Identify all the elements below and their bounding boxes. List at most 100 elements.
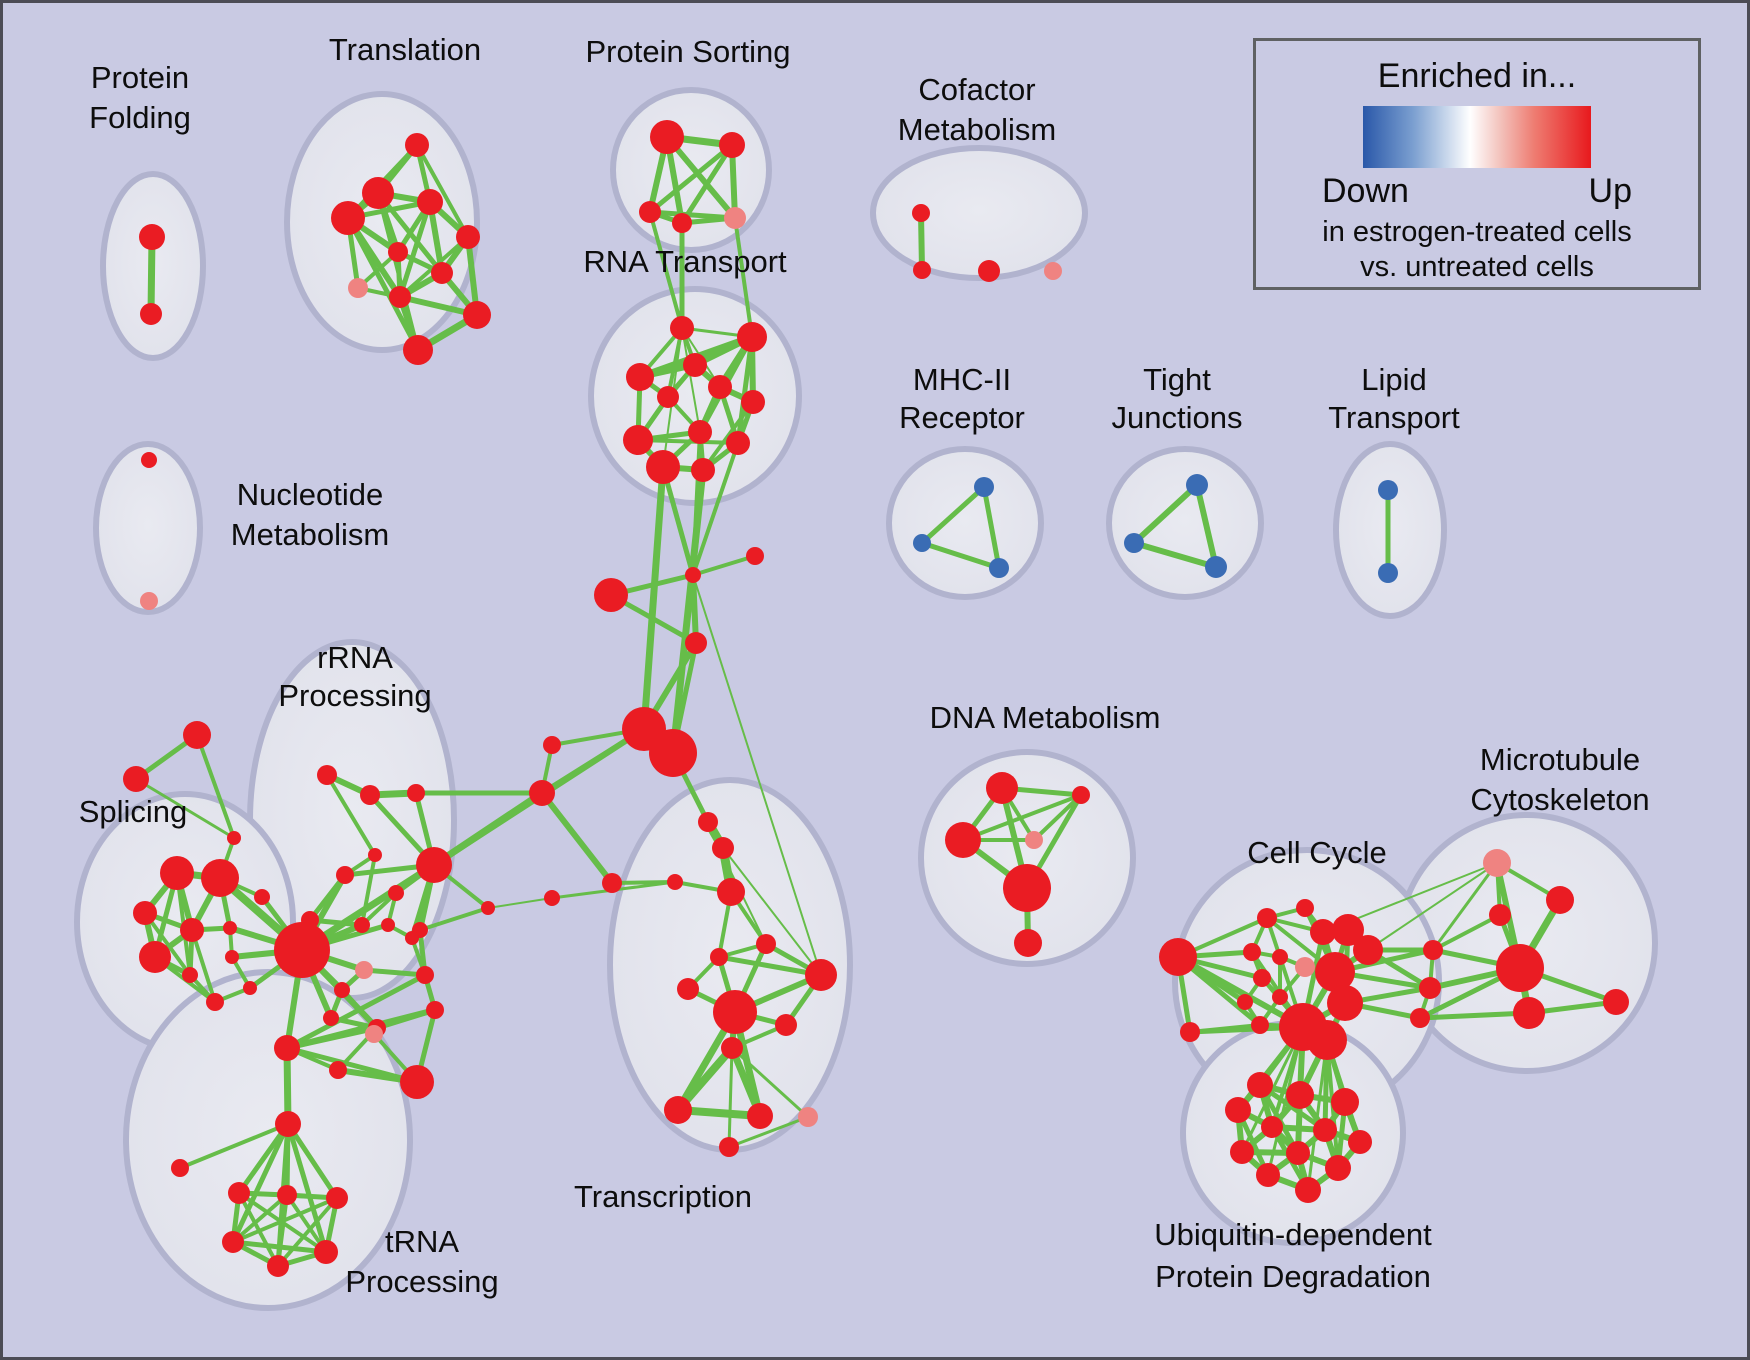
gene-set-node-mt5[interactable] bbox=[1513, 997, 1545, 1029]
gene-set-node-tr6[interactable] bbox=[544, 890, 560, 906]
gene-set-node-lt2[interactable] bbox=[1378, 563, 1398, 583]
gene-set-node-t3[interactable] bbox=[228, 1182, 250, 1204]
gene-set-node-tr3[interactable] bbox=[667, 874, 683, 890]
gene-set-node-rn7[interactable] bbox=[657, 386, 679, 408]
gene-set-node-d4[interactable] bbox=[1025, 831, 1043, 849]
gene-set-node-cf4[interactable] bbox=[1044, 262, 1062, 280]
gene-set-node-s3[interactable] bbox=[133, 901, 157, 925]
gene-set-node-c3[interactable] bbox=[746, 547, 764, 565]
gene-set-node-c4[interactable] bbox=[685, 632, 707, 654]
gene-set-node-tr16[interactable] bbox=[798, 1107, 818, 1127]
gene-set-node-tr1[interactable] bbox=[698, 812, 718, 832]
gene-set-node-s11[interactable] bbox=[243, 981, 257, 995]
gene-set-node-s10[interactable] bbox=[206, 993, 224, 1011]
gene-set-node-u12[interactable] bbox=[1295, 1177, 1321, 1203]
gene-set-node-rn3[interactable] bbox=[626, 363, 654, 391]
gene-set-node-cc7[interactable] bbox=[1353, 935, 1383, 965]
gene-set-node-t2[interactable] bbox=[171, 1159, 189, 1177]
gene-set-node-u1[interactable] bbox=[1247, 1072, 1273, 1098]
gene-set-node-s6[interactable] bbox=[139, 941, 171, 973]
gene-set-node-rn1[interactable] bbox=[670, 316, 694, 340]
gene-set-node-ps2[interactable] bbox=[719, 132, 745, 158]
gene-set-node-mt1[interactable] bbox=[1483, 849, 1511, 877]
gene-set-node-r23[interactable] bbox=[329, 1061, 347, 1079]
gene-set-node-s9[interactable] bbox=[254, 889, 270, 905]
gene-set-node-tl5[interactable] bbox=[456, 225, 480, 249]
gene-set-node-tr13[interactable] bbox=[721, 1037, 743, 1059]
gene-set-node-tl9[interactable] bbox=[389, 286, 411, 308]
gene-set-node-tl8[interactable] bbox=[348, 278, 368, 298]
gene-set-node-cf2[interactable] bbox=[913, 261, 931, 279]
gene-set-node-tr11[interactable] bbox=[713, 990, 757, 1034]
gene-set-node-r7[interactable] bbox=[368, 848, 382, 862]
gene-set-node-cc12[interactable] bbox=[1272, 989, 1288, 1005]
gene-set-node-tl4[interactable] bbox=[417, 189, 443, 215]
gene-set-node-tr14[interactable] bbox=[664, 1096, 692, 1124]
gene-set-node-r1[interactable] bbox=[317, 765, 337, 785]
gene-set-node-r13[interactable] bbox=[405, 931, 419, 945]
gene-set-node-r20[interactable] bbox=[481, 901, 495, 915]
gene-set-node-cc20[interactable] bbox=[1419, 977, 1441, 999]
gene-set-node-cc18[interactable] bbox=[1307, 1020, 1347, 1060]
gene-set-node-mt4[interactable] bbox=[1496, 944, 1544, 992]
gene-set-node-s2[interactable] bbox=[201, 859, 239, 897]
gene-set-node-r18[interactable] bbox=[323, 1010, 339, 1026]
gene-set-node-cc11[interactable] bbox=[1253, 969, 1271, 987]
gene-set-node-r14[interactable] bbox=[355, 961, 373, 979]
gene-set-node-r6[interactable] bbox=[388, 885, 404, 901]
gene-set-node-tj2[interactable] bbox=[1124, 533, 1144, 553]
gene-set-node-u3[interactable] bbox=[1331, 1088, 1359, 1116]
gene-set-node-cc10[interactable] bbox=[1295, 957, 1315, 977]
gene-set-node-tl7[interactable] bbox=[431, 262, 453, 284]
gene-set-node-d1[interactable] bbox=[986, 772, 1018, 804]
gene-set-node-nm2[interactable] bbox=[140, 592, 158, 610]
gene-set-node-u8[interactable] bbox=[1230, 1140, 1254, 1164]
gene-set-node-c1[interactable] bbox=[594, 578, 628, 612]
gene-set-node-mh3[interactable] bbox=[989, 558, 1009, 578]
gene-set-node-s8[interactable] bbox=[225, 950, 239, 964]
gene-set-node-u10[interactable] bbox=[1325, 1155, 1351, 1181]
gene-set-node-cc2[interactable] bbox=[1180, 1022, 1200, 1042]
gene-set-node-rn5[interactable] bbox=[708, 375, 732, 399]
gene-set-node-pf1[interactable] bbox=[139, 224, 165, 250]
gene-set-node-rn9[interactable] bbox=[688, 420, 712, 444]
gene-set-node-t4[interactable] bbox=[277, 1185, 297, 1205]
gene-set-node-r22[interactable] bbox=[400, 1065, 434, 1099]
gene-set-node-cc4[interactable] bbox=[1296, 899, 1314, 917]
gene-set-node-mt2[interactable] bbox=[1546, 886, 1574, 914]
gene-set-node-tr12[interactable] bbox=[775, 1014, 797, 1036]
gene-set-node-tj1[interactable] bbox=[1186, 474, 1208, 496]
gene-set-node-n2[interactable] bbox=[529, 780, 555, 806]
gene-set-node-n1[interactable] bbox=[543, 736, 561, 754]
gene-set-node-lt1[interactable] bbox=[1378, 480, 1398, 500]
gene-set-node-ps1[interactable] bbox=[650, 120, 684, 154]
gene-set-node-r10[interactable] bbox=[381, 918, 395, 932]
gene-set-node-u11[interactable] bbox=[1256, 1163, 1280, 1187]
gene-set-node-tl2[interactable] bbox=[362, 177, 394, 209]
gene-set-node-d3[interactable] bbox=[945, 822, 981, 858]
gene-set-node-mh1[interactable] bbox=[974, 477, 994, 497]
gene-set-node-cc8[interactable] bbox=[1243, 943, 1261, 961]
gene-set-node-cc16[interactable] bbox=[1327, 985, 1363, 1021]
gene-set-node-tl11[interactable] bbox=[403, 335, 433, 365]
gene-set-node-t6[interactable] bbox=[222, 1231, 244, 1253]
gene-set-node-rn2[interactable] bbox=[737, 322, 767, 352]
gene-set-node-tl6[interactable] bbox=[388, 242, 408, 262]
gene-set-node-tr9[interactable] bbox=[805, 959, 837, 991]
gene-set-node-d5[interactable] bbox=[1003, 864, 1051, 912]
gene-set-node-tr8[interactable] bbox=[756, 934, 776, 954]
gene-set-node-cc5[interactable] bbox=[1310, 919, 1336, 945]
gene-set-node-u6[interactable] bbox=[1313, 1118, 1337, 1142]
gene-set-node-sc[interactable] bbox=[227, 831, 241, 845]
gene-set-node-pf2[interactable] bbox=[140, 303, 162, 325]
gene-set-node-s1[interactable] bbox=[160, 856, 194, 890]
gene-set-node-tr10[interactable] bbox=[677, 978, 699, 1000]
gene-set-node-cc9[interactable] bbox=[1272, 949, 1288, 965]
gene-set-node-ps3[interactable] bbox=[639, 201, 661, 223]
gene-set-node-tl10[interactable] bbox=[463, 301, 491, 329]
gene-set-node-mt3[interactable] bbox=[1489, 904, 1511, 926]
gene-set-node-cc15[interactable] bbox=[1315, 952, 1355, 992]
gene-set-node-r12[interactable] bbox=[274, 922, 330, 978]
gene-set-node-sa[interactable] bbox=[183, 721, 211, 749]
gene-set-node-u5[interactable] bbox=[1261, 1116, 1283, 1138]
